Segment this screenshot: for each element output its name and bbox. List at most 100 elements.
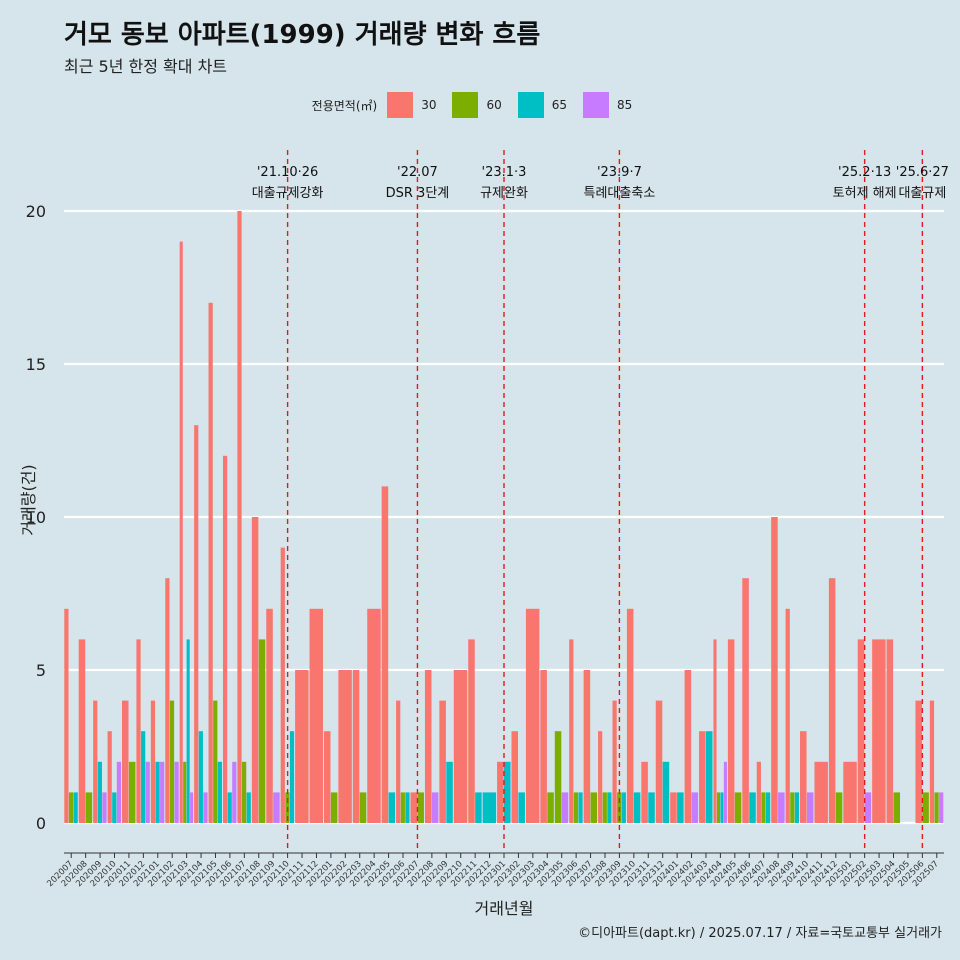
bar-202203-30 (352, 670, 360, 823)
bar-202308-65 (607, 792, 612, 823)
bar-202409-65 (794, 792, 800, 823)
y-tick-label-15: 15 (26, 355, 46, 374)
bar-202404-30 (713, 639, 717, 823)
bar-202102-30 (165, 578, 170, 823)
event-label-4: 토허제 해제 (833, 186, 897, 201)
bar-202412-30 (828, 578, 836, 823)
bar-202110-30 (280, 547, 285, 823)
bar-202403-65 (705, 731, 713, 823)
bar-202301-65 (504, 761, 511, 823)
bar-202103-65 (186, 639, 190, 823)
bar-202405-30 (727, 639, 735, 823)
bar-202403-30 (699, 731, 706, 823)
bar-202206-30 (396, 700, 401, 823)
bar-202011-60 (128, 761, 136, 823)
bar-202309-65 (621, 792, 626, 823)
bar-202506-60 (922, 792, 929, 823)
bar-202409-60 (790, 792, 795, 823)
bar-202407-30 (756, 761, 761, 823)
legend-swatch-60 (452, 92, 479, 118)
chart-title: 거모 동보 아파트(1999) 거래량 변화 흐름 (64, 20, 541, 50)
bar-202211-30 (468, 639, 475, 823)
bar-202201-60 (330, 792, 338, 823)
bar-202208-30 (424, 670, 432, 823)
bar-202404-65 (720, 792, 724, 823)
bar-202303-30 (525, 608, 540, 823)
bar-202304-60 (547, 792, 554, 823)
bar-202011-30 (121, 700, 129, 823)
legend-title: 전용면적(㎡) (311, 98, 378, 113)
bar-202503-30 (872, 639, 886, 823)
bar-202103-60 (183, 761, 187, 823)
event-date-5: '25.6·27 (896, 165, 949, 180)
y-tick-label-20: 20 (26, 202, 46, 221)
bar-202102-60 (169, 700, 175, 823)
bar-202106-85 (232, 761, 237, 823)
bar-202205-65 (388, 792, 396, 823)
bar-202311-30 (641, 761, 648, 823)
bar-202108-30 (251, 517, 259, 823)
bar-202010-65 (112, 792, 117, 823)
bar-202212-65 (482, 792, 497, 823)
x-axis-title: 거래년월 (475, 899, 534, 918)
bar-202207-60 (417, 792, 424, 823)
y-tick-label-0: 0 (36, 814, 46, 833)
bar-202306-65 (578, 792, 583, 823)
bar-202507-85 (939, 792, 944, 823)
bar-202104-65 (198, 731, 203, 823)
bar-202312-30 (655, 700, 663, 823)
legend-item-85: 85 (583, 92, 632, 118)
bar-202208-85 (431, 792, 439, 823)
bar-202304-30 (540, 670, 547, 823)
bar-202105-65 (217, 761, 222, 823)
event-date-0: '21.10·26 (257, 165, 318, 180)
bar-202106-30 (222, 455, 228, 823)
bar-202104-30 (194, 425, 199, 823)
bar-202008-30 (78, 639, 86, 823)
bar-202107-65 (246, 792, 251, 823)
bar-202504-30 (886, 639, 894, 823)
bar-202209-65 (446, 761, 453, 823)
bar-202310-65 (633, 792, 641, 823)
bar-202309-30 (612, 700, 617, 823)
event-label-2: 규제완화 (480, 186, 528, 201)
bar-202411-30 (814, 761, 828, 823)
bar-202008-60 (85, 792, 93, 823)
bar-202112-30 (309, 608, 323, 823)
bar-202007-60 (68, 792, 74, 823)
bar-202109-85 (273, 792, 280, 823)
bar-202307-30 (583, 670, 591, 823)
bar-202103-85 (190, 792, 194, 823)
bar-202104-85 (203, 792, 208, 823)
bar-202109-30 (266, 608, 273, 823)
y-axis-title: 거래량(건) (19, 464, 38, 535)
bar-202111-30 (295, 670, 309, 823)
bar-202210-30 (453, 670, 468, 823)
bar-202007-30 (64, 608, 69, 823)
bar-202211-65 (475, 792, 482, 823)
bar-202310-30 (626, 608, 634, 823)
bar-202012-65 (141, 731, 146, 823)
legend-swatch-65 (517, 92, 544, 118)
legend-label-60: 60 (486, 98, 502, 112)
bar-202301-30 (497, 761, 504, 823)
bar-202308-60 (602, 792, 607, 823)
bar-202202-30 (338, 670, 352, 823)
bar-202102-85 (174, 761, 179, 823)
event-label-3: 특례대출축소 (584, 186, 656, 201)
bar-202404-85 (723, 761, 727, 823)
bar-202206-60 (400, 792, 405, 823)
bar-202312-65 (662, 761, 670, 823)
bar-202502-85 (864, 792, 872, 823)
bar-202106-65 (227, 792, 232, 823)
bar-202007-65 (73, 792, 78, 823)
bar-202010-30 (107, 731, 112, 823)
bar-202407-60 (761, 792, 766, 823)
bar-202408-30 (771, 517, 778, 823)
bar-202410-30 (800, 731, 807, 823)
bar-202204-30 (367, 608, 381, 823)
event-date-1: '22.07 (397, 165, 438, 180)
event-date-3: '23.9·7 (597, 165, 642, 180)
bar-202203-60 (359, 792, 367, 823)
